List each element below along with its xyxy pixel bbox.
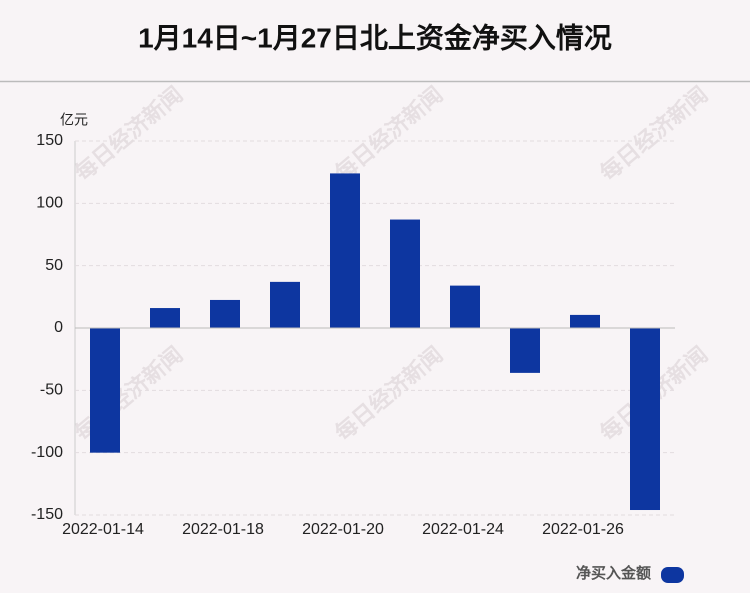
x-tick-label: 2022-01-20	[302, 521, 384, 538]
y-tick-label: 100	[36, 195, 63, 212]
bar	[150, 308, 180, 328]
y-tick-label: -100	[31, 444, 63, 461]
bar	[510, 328, 540, 373]
bar	[390, 219, 420, 328]
x-tick-label: 2022-01-14	[62, 521, 144, 538]
x-tick-label: 2022-01-26	[542, 521, 624, 538]
y-axis-unit: 亿元	[60, 112, 88, 128]
y-tick-label: 0	[54, 319, 63, 336]
bar	[630, 328, 660, 511]
bar	[90, 328, 120, 453]
y-tick-label: 150	[36, 132, 63, 149]
legend-label: 净买入金额	[576, 564, 651, 582]
chart-title: 1月14日~1月27日北上资金净买入情况	[138, 21, 612, 53]
x-tick-label: 2022-01-24	[422, 521, 504, 538]
y-tick-label: 50	[45, 257, 63, 274]
bar	[450, 285, 480, 328]
y-tick-label: -50	[40, 382, 63, 399]
bar	[330, 173, 360, 328]
bar	[210, 299, 240, 328]
bar	[270, 281, 300, 328]
x-tick-label: 2022-01-18	[182, 521, 264, 538]
y-tick-label: -150	[31, 506, 63, 523]
bar	[570, 314, 600, 328]
legend-swatch	[661, 567, 684, 583]
